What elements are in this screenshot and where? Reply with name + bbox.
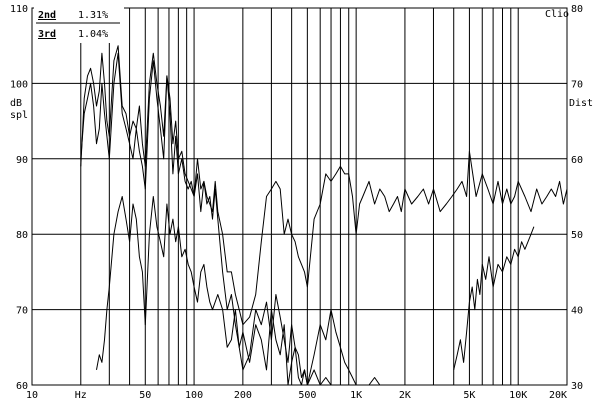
x-tick-label: 200 <box>234 390 252 401</box>
x-tick-label: 5K <box>463 390 475 401</box>
x-axis-ticks: 10 Hz 50 100 200 500 1K 2K 5K 10K 20K <box>26 390 567 401</box>
x-tick-label: 2K <box>399 390 411 401</box>
left-axis-unit-spl: spl <box>10 110 28 121</box>
legend-3rd-value: 1.04% <box>78 29 108 40</box>
left-tick-label: 110 <box>10 4 28 15</box>
x-tick-label: 500 <box>298 390 316 401</box>
brand-label: Clio <box>545 9 569 20</box>
x-tick-label: 10 <box>26 390 38 401</box>
right-tick-label: 80 <box>571 4 583 15</box>
right-tick-label: 60 <box>571 155 583 166</box>
series-line-4 <box>453 226 535 371</box>
right-tick-label: 50 <box>571 230 583 241</box>
left-tick-label: 70 <box>16 306 28 317</box>
x-tick-label: 50 <box>139 390 151 401</box>
series-line-2 <box>80 52 385 386</box>
right-tick-label: 30 <box>571 381 583 392</box>
legend-2nd-label: 2nd <box>38 10 56 21</box>
grid-lines <box>32 8 567 385</box>
series-line-3 <box>96 196 357 386</box>
left-tick-label: 60 <box>16 381 28 392</box>
x-tick-label: 1K <box>350 390 362 401</box>
x-tick-label: Hz <box>75 390 87 401</box>
right-axis-unit-dist: Dist <box>569 98 593 109</box>
legend-box <box>34 6 124 43</box>
left-tick-label: 80 <box>16 230 28 241</box>
right-tick-label: 40 <box>571 306 583 317</box>
data-curves <box>80 45 568 386</box>
series-line-1 <box>80 45 568 326</box>
left-tick-label: 100 <box>10 79 28 90</box>
plot-frame <box>31 7 568 386</box>
left-axis-unit-db: dB <box>10 98 22 109</box>
right-axis-ticks: 30 40 50 60 70 80 <box>571 4 583 392</box>
right-tick-label: 70 <box>571 79 583 90</box>
x-tick-label: 10K <box>509 390 527 401</box>
legend-2nd-value: 1.31% <box>78 10 108 21</box>
left-axis-ticks: 60 70 80 90 100 110 <box>10 4 28 392</box>
legend: 2nd 1.31% 3rd 1.04% <box>34 6 124 43</box>
legend-3rd-label: 3rd <box>38 29 56 40</box>
left-tick-label: 90 <box>16 155 28 166</box>
x-tick-label: 20K <box>549 390 567 401</box>
x-tick-label: 100 <box>185 390 203 401</box>
